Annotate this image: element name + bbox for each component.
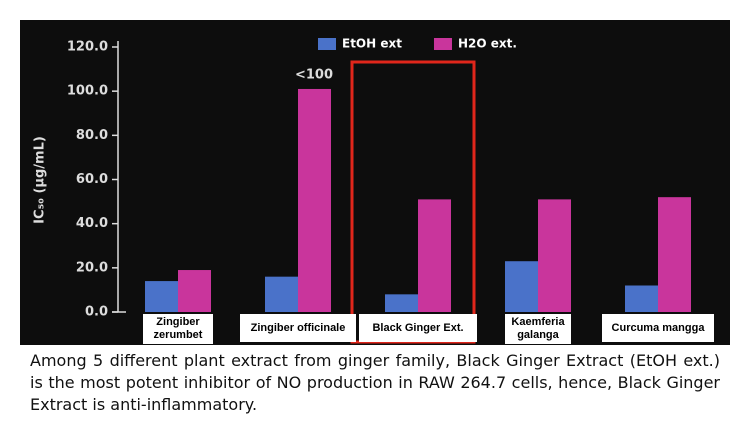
bar bbox=[385, 294, 418, 312]
y-tick-label: 40.0 bbox=[76, 216, 108, 231]
legend-swatch bbox=[318, 38, 336, 50]
y-tick-label: 100.0 bbox=[67, 84, 108, 99]
y-tick-label: 60.0 bbox=[76, 172, 108, 187]
legend-label: H2O ext. bbox=[458, 37, 517, 51]
bar bbox=[178, 270, 211, 312]
x-tick-label: Kaemferia galanga bbox=[505, 314, 571, 344]
x-tick-label: Zingiber officinale bbox=[240, 314, 356, 342]
y-tick-label: 0.0 bbox=[85, 305, 108, 320]
bar bbox=[145, 281, 178, 312]
y-tick-label: 80.0 bbox=[76, 128, 108, 143]
bar bbox=[505, 261, 538, 312]
y-axis-label: IC₅₀ (µg/mL) bbox=[33, 136, 48, 224]
bar bbox=[658, 197, 691, 312]
bar bbox=[265, 276, 298, 312]
bar bbox=[538, 199, 571, 312]
highlight-box bbox=[350, 60, 476, 344]
caption: Among 5 different plant extract from gin… bbox=[30, 351, 720, 414]
chart-background bbox=[20, 20, 730, 345]
bar bbox=[298, 88, 331, 312]
x-tick-label: Zingiber zerumbet bbox=[143, 314, 213, 344]
legend-swatch bbox=[433, 38, 452, 50]
y-tick-label: 20.0 bbox=[76, 260, 108, 275]
y-tick-label: 120.0 bbox=[67, 40, 108, 55]
x-tick-label: Black Ginger Ext. bbox=[359, 314, 477, 342]
bar bbox=[625, 285, 658, 312]
annotation: <100 bbox=[295, 67, 333, 82]
x-tick-label: Curcuma mangga bbox=[602, 314, 714, 342]
legend-label: EtOH ext bbox=[342, 37, 402, 51]
bar bbox=[418, 199, 451, 312]
